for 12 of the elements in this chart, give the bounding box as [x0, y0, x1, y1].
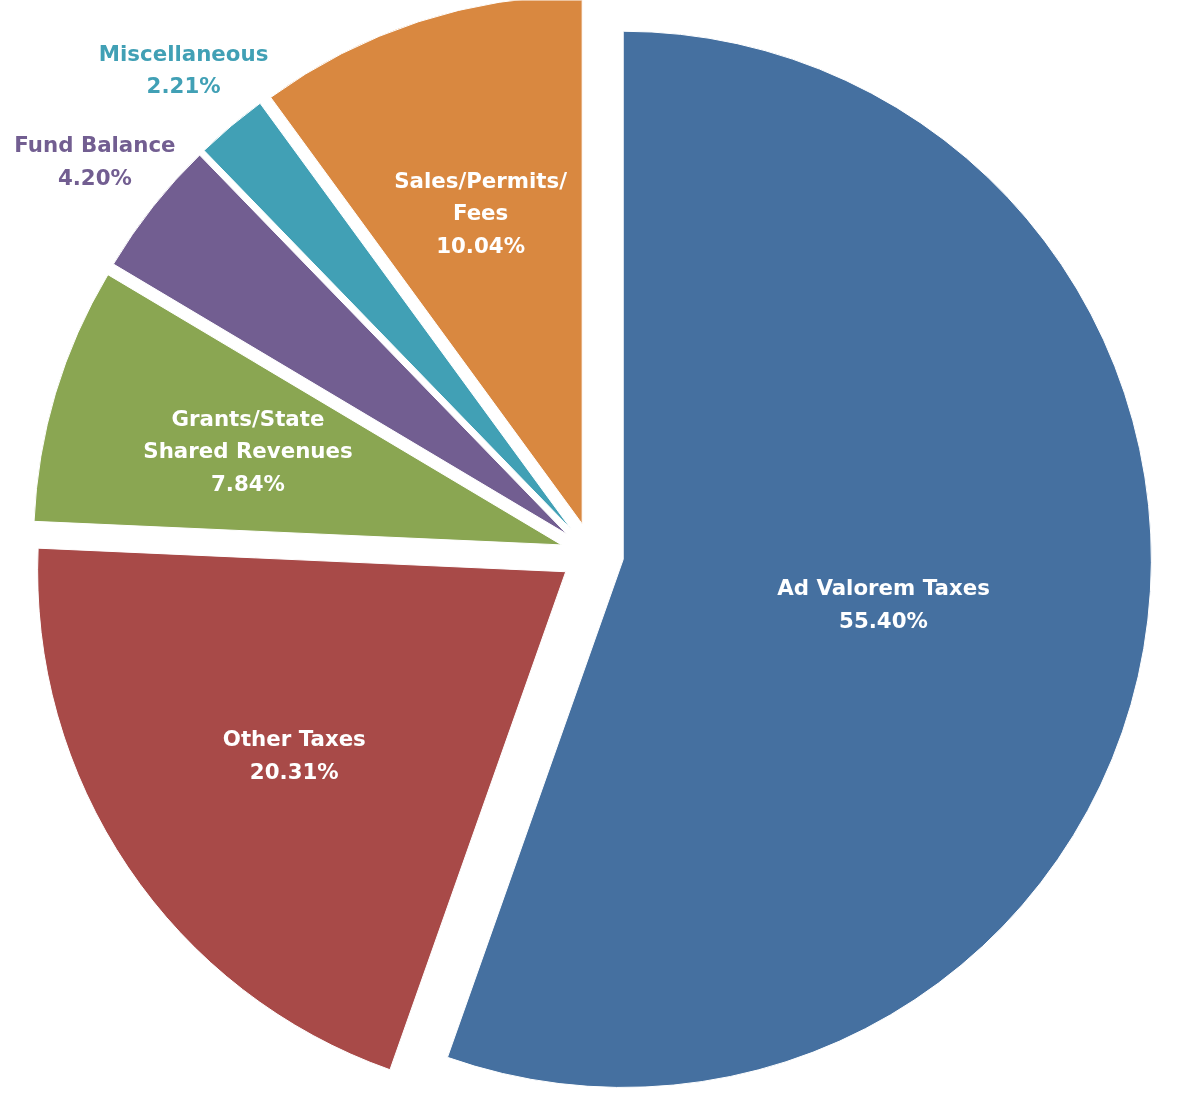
slice-label: Fund Balance — [14, 132, 176, 158]
data-label: 7.84% — [210, 470, 285, 496]
slice-label: Miscellaneous — [98, 40, 269, 66]
data-label: 55.40% — [839, 607, 928, 633]
data-label: 2.21% — [146, 73, 221, 99]
slice-label: Ad Valorem Taxes — [777, 575, 990, 601]
data-label: 10.04% — [436, 232, 526, 258]
slice-label: Other Taxes — [222, 726, 366, 752]
slice-label: Grants/State Shared Revenues — [143, 405, 353, 464]
data-label: 20.31% — [249, 758, 339, 784]
data-label: 4.20% — [57, 164, 132, 190]
slice-label: Sales/Permits/Fees — [394, 167, 568, 226]
